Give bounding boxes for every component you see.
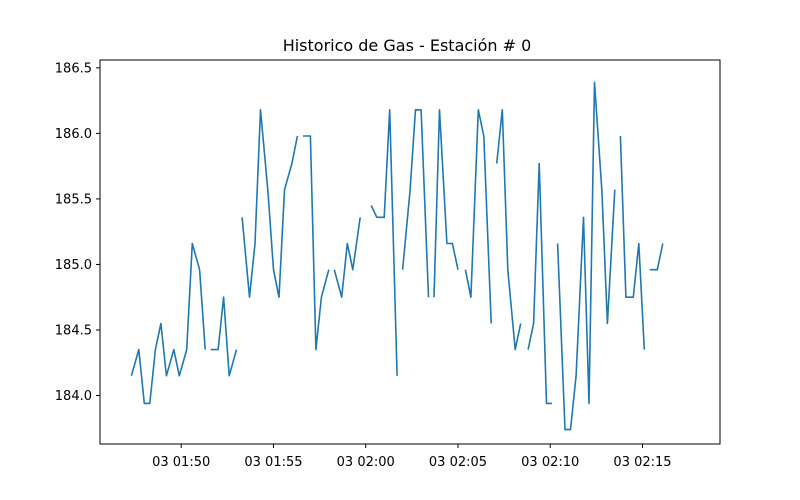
series-line-segment — [556, 81, 616, 431]
x-tick-label: 03 02:15 — [613, 455, 671, 470]
series-line-segment — [527, 162, 553, 405]
series-line-segment — [333, 217, 361, 299]
series-line-segment — [619, 135, 646, 350]
series-line-segment — [241, 109, 299, 299]
series-line-segment — [649, 243, 664, 271]
series-line-segment — [370, 109, 398, 376]
series-line-segment — [130, 242, 206, 405]
x-tick-label: 03 01:55 — [244, 455, 302, 470]
y-axis: 184.0 184.5 185.0 185.5 186.0 186.5 — [55, 61, 100, 404]
plot-area-frame — [99, 59, 721, 445]
y-tick-label: 185.5 — [55, 192, 92, 207]
series-line-segment — [433, 109, 459, 298]
chart-title: Historico de Gas - Estación # 0 — [283, 36, 532, 55]
x-axis: 03 01:50 03 01:55 03 02:00 03 02:05 03 02:10… — [152, 444, 672, 470]
y-tick-label: 184.0 — [55, 389, 92, 404]
series-layer — [130, 81, 664, 431]
series-line-segment — [303, 135, 330, 351]
series-line-segment — [401, 109, 430, 298]
series-line-segment — [210, 296, 238, 377]
y-tick-label: 186.0 — [55, 127, 92, 142]
x-tick-label: 03 02:05 — [429, 455, 487, 470]
series-line-segment — [464, 109, 492, 324]
y-tick-label: 186.5 — [55, 61, 92, 76]
series-line-segment — [495, 109, 522, 351]
y-tick-label: 185.0 — [55, 258, 92, 273]
x-tick-label: 03 02:10 — [521, 455, 579, 470]
x-tick-label: 03 01:50 — [152, 455, 210, 470]
y-tick-label: 184.5 — [55, 323, 92, 338]
x-tick-label: 03 02:00 — [337, 455, 395, 470]
